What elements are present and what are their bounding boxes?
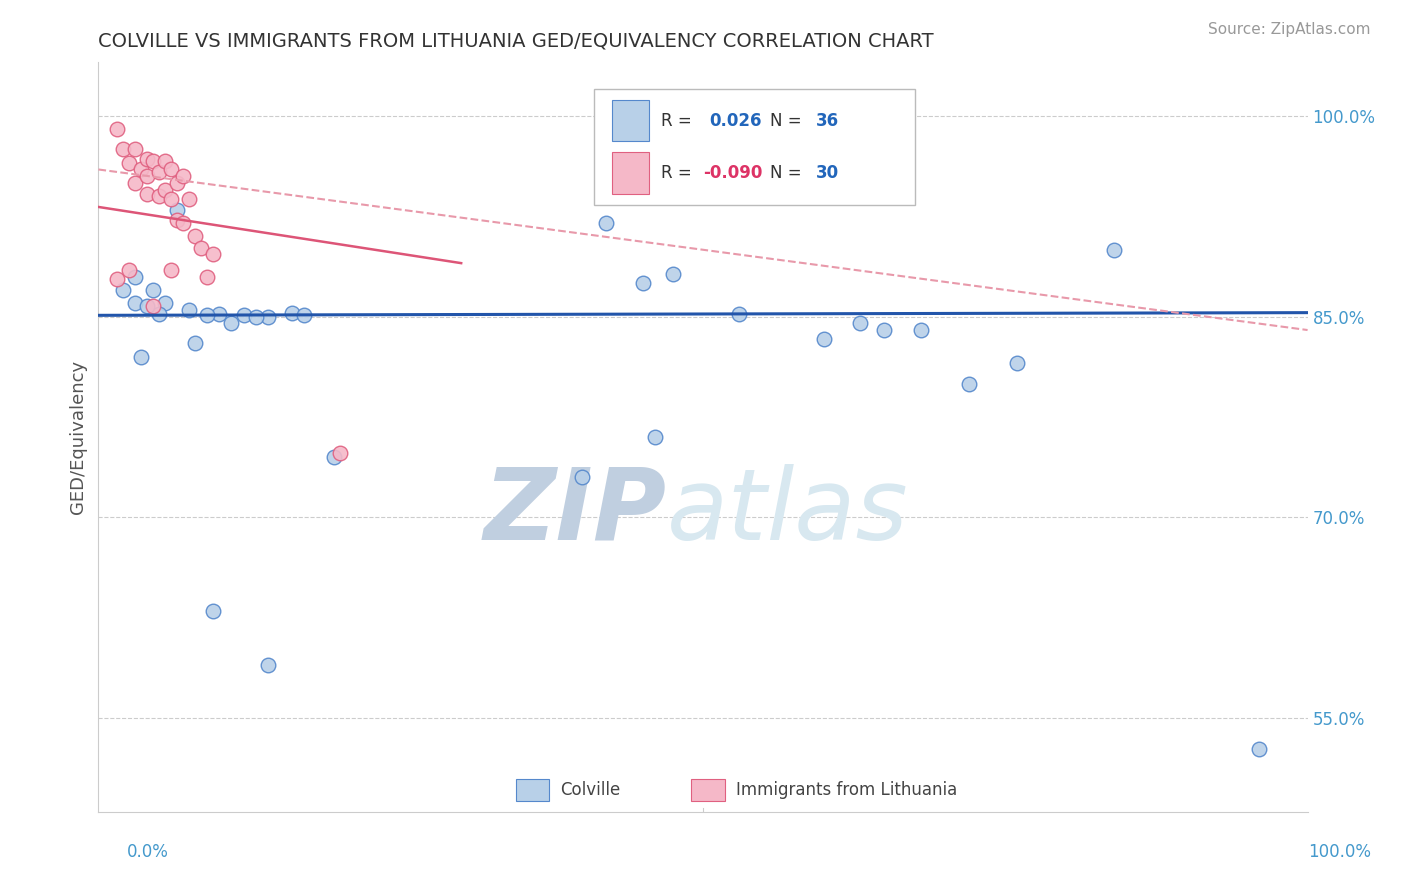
Point (124, 296, 146, 310)
FancyBboxPatch shape (690, 779, 724, 801)
Point (595, 216, 617, 230)
Point (172, 216, 194, 230)
Text: 36: 36 (815, 112, 838, 129)
Point (105, 272, 128, 286)
Text: Immigrants from Lithuania: Immigrants from Lithuania (735, 781, 957, 799)
Point (1102, 243, 1125, 257)
Point (124, 176, 146, 190)
Point (135, 169, 157, 184)
Point (160, 262, 183, 277)
Point (142, 154, 165, 169)
Text: Source: ZipAtlas.com: Source: ZipAtlas.com (1208, 22, 1371, 37)
Point (142, 299, 165, 313)
Point (256, 657, 278, 672)
Point (148, 165, 170, 179)
Point (129, 350, 152, 364)
Point (160, 192, 183, 206)
Point (142, 283, 165, 297)
Text: R =: R = (661, 163, 692, 182)
Point (195, 269, 218, 284)
Point (129, 162, 152, 177)
Point (631, 277, 654, 291)
Point (1007, 356, 1029, 371)
Point (153, 183, 176, 197)
Point (256, 310, 278, 324)
Point (849, 317, 872, 331)
Point (160, 162, 183, 177)
Text: R =: R = (661, 112, 692, 129)
Point (281, 305, 304, 319)
Text: -0.090: -0.090 (703, 163, 762, 182)
FancyBboxPatch shape (613, 100, 648, 142)
Point (172, 169, 194, 184)
Point (166, 213, 188, 227)
Point (135, 299, 157, 313)
Point (135, 152, 157, 166)
FancyBboxPatch shape (516, 779, 550, 801)
Text: N =: N = (769, 163, 801, 182)
FancyBboxPatch shape (595, 88, 915, 205)
Point (661, 267, 683, 281)
Point (111, 283, 134, 297)
Point (190, 242, 212, 256)
Text: 0.0%: 0.0% (127, 843, 169, 861)
Point (179, 192, 201, 206)
Point (148, 189, 170, 203)
Point (153, 296, 176, 310)
Point (728, 307, 751, 321)
Text: 100.0%: 100.0% (1308, 843, 1371, 861)
Point (124, 143, 146, 157)
Point (232, 309, 254, 323)
Point (166, 202, 188, 217)
Point (208, 307, 231, 321)
Y-axis label: GED/Equivalency: GED/Equivalency (69, 360, 87, 514)
FancyBboxPatch shape (613, 153, 648, 194)
Text: ZIP: ZIP (484, 464, 666, 560)
Point (571, 470, 593, 484)
Point (957, 376, 980, 391)
Point (111, 143, 134, 157)
Text: 30: 30 (815, 163, 838, 182)
Point (118, 262, 141, 277)
Point (179, 303, 201, 318)
Point (329, 446, 352, 460)
Text: COLVILLE VS IMMIGRANTS FROM LITHUANIA GED/EQUIVALENCY CORRELATION CHART: COLVILLE VS IMMIGRANTS FROM LITHUANIA GE… (98, 31, 934, 50)
Text: N =: N = (769, 112, 801, 129)
Text: 0.026: 0.026 (709, 112, 762, 129)
Point (184, 336, 207, 351)
Point (195, 309, 218, 323)
Point (292, 309, 315, 323)
Point (184, 229, 207, 244)
Point (323, 450, 346, 465)
Point (202, 247, 225, 261)
Point (813, 333, 835, 347)
Point (910, 323, 932, 337)
Point (118, 156, 141, 170)
Text: Colville: Colville (561, 781, 620, 799)
Point (644, 430, 666, 444)
Point (153, 154, 176, 169)
Text: atlas: atlas (666, 464, 908, 560)
Point (245, 310, 267, 324)
Point (1249, 742, 1271, 756)
Point (124, 269, 146, 284)
Point (105, 122, 128, 136)
Point (873, 323, 896, 337)
Point (135, 186, 157, 201)
Point (202, 604, 225, 618)
Point (221, 317, 243, 331)
Point (166, 176, 188, 190)
Point (148, 307, 170, 321)
